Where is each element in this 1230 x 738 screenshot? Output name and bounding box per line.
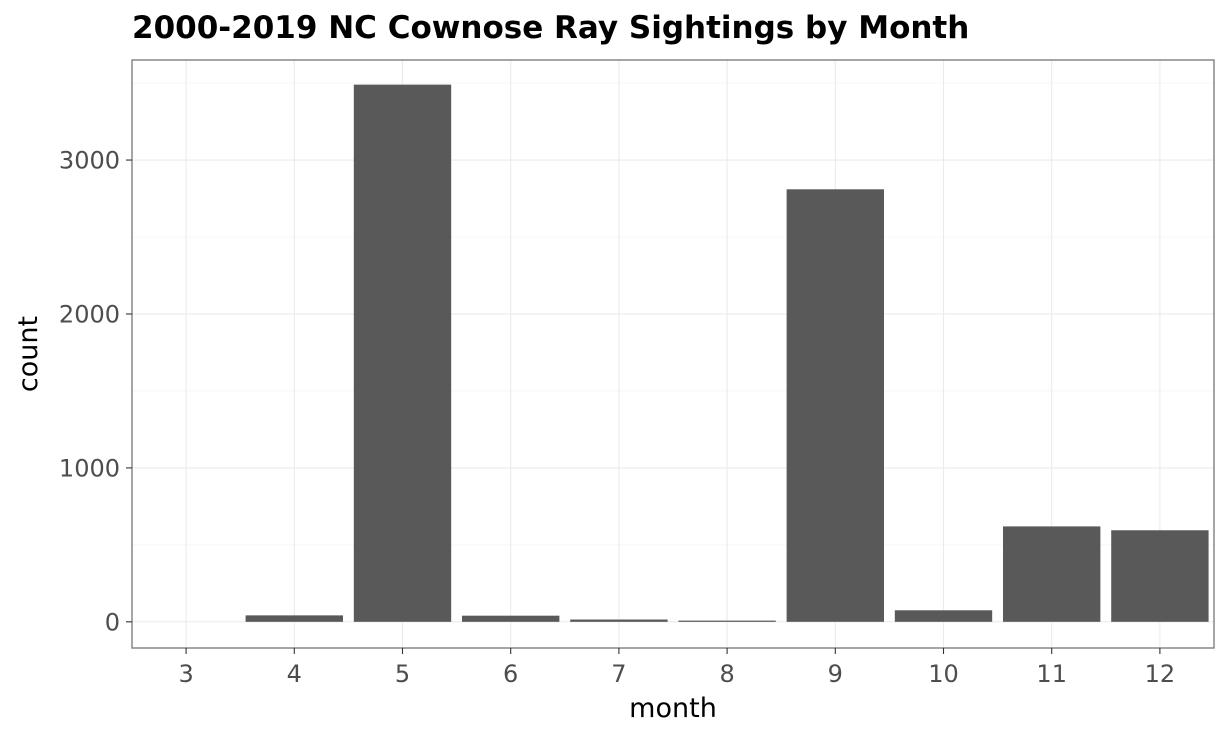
x-tick-label: 3 <box>178 660 193 688</box>
bar <box>570 619 668 622</box>
bar <box>894 610 993 622</box>
x-tick-label: 8 <box>719 660 734 688</box>
bar <box>678 620 776 622</box>
x-tick-label: 4 <box>287 660 302 688</box>
y-axis-tick-labels: 0 1000 2000 3000 <box>59 147 120 637</box>
x-tick-label: 12 <box>1145 660 1176 688</box>
x-tick-label: 6 <box>503 660 518 688</box>
panel-border <box>131 59 1215 649</box>
x-axis-tick-labels: 3 4 5 6 7 8 9 10 11 12 <box>178 660 1175 688</box>
axis-ticks <box>126 159 1161 654</box>
bar <box>1003 526 1101 622</box>
y-tick-label: 1000 <box>59 454 120 482</box>
x-tick-label: 5 <box>395 660 410 688</box>
x-tick-label: 9 <box>828 660 843 688</box>
x-tick-label: 10 <box>928 660 959 688</box>
bar <box>245 615 343 622</box>
y-tick-label: 3000 <box>59 147 120 175</box>
y-axis-title: count <box>13 316 44 392</box>
bar <box>786 189 884 622</box>
bar <box>1111 530 1209 622</box>
bar <box>353 84 452 622</box>
bars <box>245 84 1209 622</box>
chart-title: 2000-2019 NC Cownose Ray Sightings by Mo… <box>132 10 969 46</box>
bar <box>462 615 560 622</box>
y-tick-label: 0 <box>105 608 120 636</box>
y-tick-label: 2000 <box>59 300 120 328</box>
x-axis-title: month <box>629 693 717 724</box>
x-tick-label: 7 <box>611 660 626 688</box>
x-tick-label: 11 <box>1036 660 1067 688</box>
